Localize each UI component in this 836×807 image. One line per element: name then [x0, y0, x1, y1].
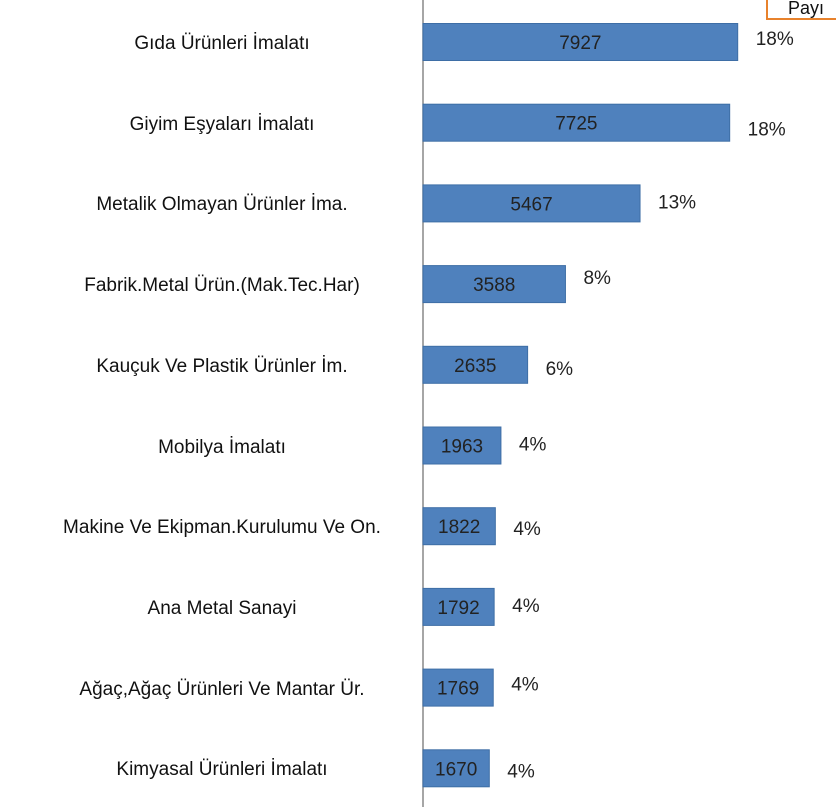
category-label: Kimyasal Ürünleri İmalatı — [116, 759, 328, 781]
bar-value-label: 1792 — [437, 598, 479, 619]
bar-value-label: 1670 — [435, 759, 477, 780]
bar — [422, 668, 494, 707]
bar-value-label: 7927 — [559, 33, 601, 54]
bar-value-label: 7725 — [555, 114, 597, 135]
bar — [422, 184, 641, 223]
bar — [422, 103, 731, 142]
share-label: 4% — [507, 761, 535, 782]
bar-value-label: 1769 — [437, 679, 479, 700]
bar — [422, 507, 496, 546]
category-label: Giyim Eşyaları İmalatı — [129, 113, 315, 135]
bar-value-label: 3588 — [473, 275, 515, 296]
category-label: Fabrik.Metal Ürün.(Mak.Tec.Har) — [84, 275, 360, 297]
bar-value-label: 5467 — [510, 194, 552, 215]
category-label: Gıda Ürünleri İmalatı — [134, 33, 310, 54]
category-label: Mobilya İmalatı — [158, 436, 286, 458]
bar-value-label: 1822 — [438, 517, 480, 538]
category-label: Makine Ve Ekipman.Kurulumu Ve On. — [63, 517, 381, 539]
bar — [422, 265, 566, 304]
bar — [422, 749, 490, 788]
category-label: Kauçuk Ve Plastik Ürünler İm. — [96, 355, 348, 377]
share-label: 18% — [756, 29, 794, 50]
share-label: 4% — [513, 519, 541, 540]
category-label: Ana Metal Sanayi — [147, 597, 297, 619]
share-label: 4% — [511, 675, 539, 696]
share-label: 4% — [519, 435, 547, 456]
bar — [422, 426, 502, 465]
share-label: 4% — [512, 596, 540, 617]
legend-title: Payı — [766, 0, 836, 20]
share-label: 13% — [658, 192, 696, 213]
bar-value-label: 2635 — [454, 356, 496, 377]
category-label: Ağaç,Ağaç Ürünleri Ve Mantar Ür. — [79, 678, 365, 700]
bar — [422, 345, 529, 384]
bar-value-label: 1963 — [441, 437, 483, 458]
category-label: Metalik Olmayan Ürünler İma. — [96, 194, 348, 216]
bar — [422, 23, 739, 61]
bar — [422, 587, 495, 626]
share-label: 8% — [583, 268, 611, 289]
share-label: 18% — [748, 120, 786, 141]
share-label: 6% — [546, 359, 574, 380]
